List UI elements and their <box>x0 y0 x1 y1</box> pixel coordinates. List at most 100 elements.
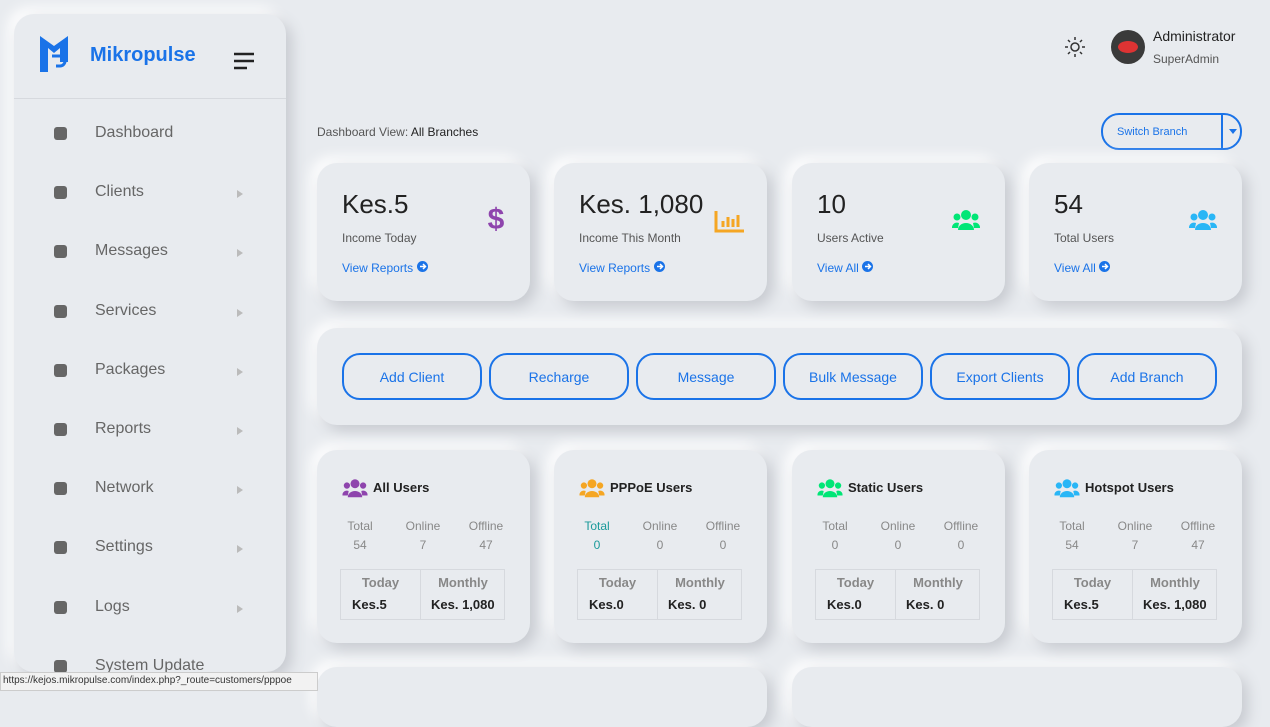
stat-link[interactable]: View All <box>817 261 874 275</box>
today-value: Kes.0 <box>589 597 624 612</box>
summary-table: Today Monthly Kes.5 Kes. 1,080 <box>340 569 505 620</box>
menu-item[interactable]: Settings <box>95 538 153 556</box>
today-label: Today <box>836 575 875 590</box>
chevron <box>236 423 244 441</box>
monthly-value: Kes. 0 <box>668 597 707 612</box>
column-label: Total <box>822 519 848 533</box>
menu-icon <box>54 363 67 377</box>
action-button[interactable]: Recharge <box>489 353 629 400</box>
stat-card: 54 Total Users View All <box>1029 163 1242 301</box>
divider <box>657 570 658 619</box>
today-value: Kes.5 <box>1064 597 1099 612</box>
count: 47 <box>1191 538 1205 552</box>
column-label: Total <box>347 519 373 533</box>
icon <box>1054 479 1080 498</box>
stat-label: Users Active <box>817 231 884 245</box>
actions-bar <box>317 328 1242 425</box>
today-value: Kes.0 <box>827 597 862 612</box>
stat-value: 10 <box>817 189 846 219</box>
svg-text:$: $ <box>488 205 505 236</box>
action-button[interactable]: Bulk Message <box>783 353 923 400</box>
brand-logo <box>40 36 68 72</box>
users-card: All Users Total 54 Online 7 Offline 47 Today Mon… <box>317 450 530 643</box>
stat-icon: $ <box>485 203 507 242</box>
column-label: Offline <box>1180 519 1216 533</box>
summary-table: Today Monthly Kes.0 Kes. 0 <box>577 569 742 620</box>
chevron <box>236 364 244 382</box>
monthly-label: Monthly <box>1150 575 1200 590</box>
action-button[interactable]: Add Client <box>342 353 482 400</box>
stat-link[interactable]: View Reports <box>579 261 665 275</box>
menu-item[interactable]: Services <box>95 301 157 319</box>
brand-name: Mikropulse <box>90 44 196 66</box>
link-text[interactable]: View All <box>817 261 859 275</box>
stat-value: Kes. 1,080 <box>579 189 704 219</box>
value: All Branches <box>410 125 479 139</box>
link-text[interactable]: View All <box>1054 261 1096 275</box>
stat-label: Total Users <box>1054 231 1115 245</box>
menu-icon <box>54 541 67 555</box>
menu-toggle[interactable] <box>234 52 256 70</box>
stat-link[interactable]: View Reports <box>342 261 428 275</box>
menu-item[interactable]: Packages <box>95 360 166 378</box>
column-label: Total <box>1059 519 1085 533</box>
card-title: Hotspot Users <box>1085 480 1174 495</box>
panel <box>792 667 1242 727</box>
stat-link[interactable]: View All <box>1054 261 1111 275</box>
arrow-icon <box>862 261 874 272</box>
column-label: Online <box>1117 519 1153 533</box>
monthly-label: Monthly <box>913 575 963 590</box>
stat-card: Kes.5 Income Today View Reports $ <box>317 163 530 301</box>
today-label: Today <box>598 575 637 590</box>
divider <box>895 570 896 619</box>
stat-card: Kes. 1,080 Income This Month View Reports <box>554 163 767 301</box>
menu-item[interactable]: Logs <box>95 597 130 615</box>
column-label: Online <box>880 519 916 533</box>
menu-icon <box>54 186 67 200</box>
icon <box>342 479 368 498</box>
icon <box>579 479 605 498</box>
monthly-value: Kes. 0 <box>906 597 945 612</box>
action-button[interactable]: Export Clients <box>930 353 1070 400</box>
today-label: Today <box>1073 575 1112 590</box>
status-url: https://kejos.mikropulse.com/index.php?_… <box>0 672 318 691</box>
menu-item[interactable]: System Update <box>95 656 205 674</box>
action-button[interactable]: Add Branch <box>1077 353 1217 400</box>
switch-branch[interactable]: Switch Branch <box>1101 113 1242 150</box>
user-role: SuperAdmin <box>1153 52 1220 66</box>
arrow-icon <box>1099 261 1111 272</box>
count: 47 <box>479 538 493 552</box>
users-card: Hotspot Users Total 54 Online 7 Offline 47 Toda… <box>1029 450 1242 643</box>
monthly-value: Kes. 1,080 <box>431 597 495 612</box>
link-text[interactable]: View Reports <box>579 261 651 275</box>
chevron <box>236 601 244 619</box>
icon <box>817 479 843 498</box>
action-button[interactable]: Message <box>636 353 776 400</box>
label: Dashboard View: <box>317 125 409 139</box>
stat-icon <box>1188 209 1218 236</box>
menu-item[interactable]: Messages <box>95 242 168 260</box>
menu-item[interactable]: Clients <box>95 183 144 201</box>
count: 0 <box>957 538 965 552</box>
link-text[interactable]: View Reports <box>342 261 414 275</box>
column-label: Total <box>584 519 610 533</box>
stat-value: Kes.5 <box>342 189 409 219</box>
theme-toggle[interactable] <box>1064 36 1086 58</box>
card-icon <box>1054 478 1080 502</box>
menu-item[interactable]: Network <box>95 479 154 497</box>
menu-item[interactable]: Reports <box>95 420 152 437</box>
today-value: Kes.5 <box>352 597 387 612</box>
divider <box>1132 570 1133 619</box>
chevron <box>236 186 244 204</box>
stat-icon <box>951 209 981 236</box>
arrow-icon <box>416 261 428 272</box>
caret <box>1229 129 1237 134</box>
users-card: Static Users Total 0 Online 0 Offline 0 Today Mo… <box>792 450 1005 643</box>
monthly-label: Monthly <box>438 575 488 590</box>
column-label: Offline <box>468 519 504 533</box>
menu-item[interactable]: Dashboard <box>95 124 174 141</box>
avatar[interactable] <box>1111 30 1145 64</box>
count: 7 <box>1131 538 1139 552</box>
card-icon <box>342 478 368 502</box>
divider <box>14 98 286 99</box>
